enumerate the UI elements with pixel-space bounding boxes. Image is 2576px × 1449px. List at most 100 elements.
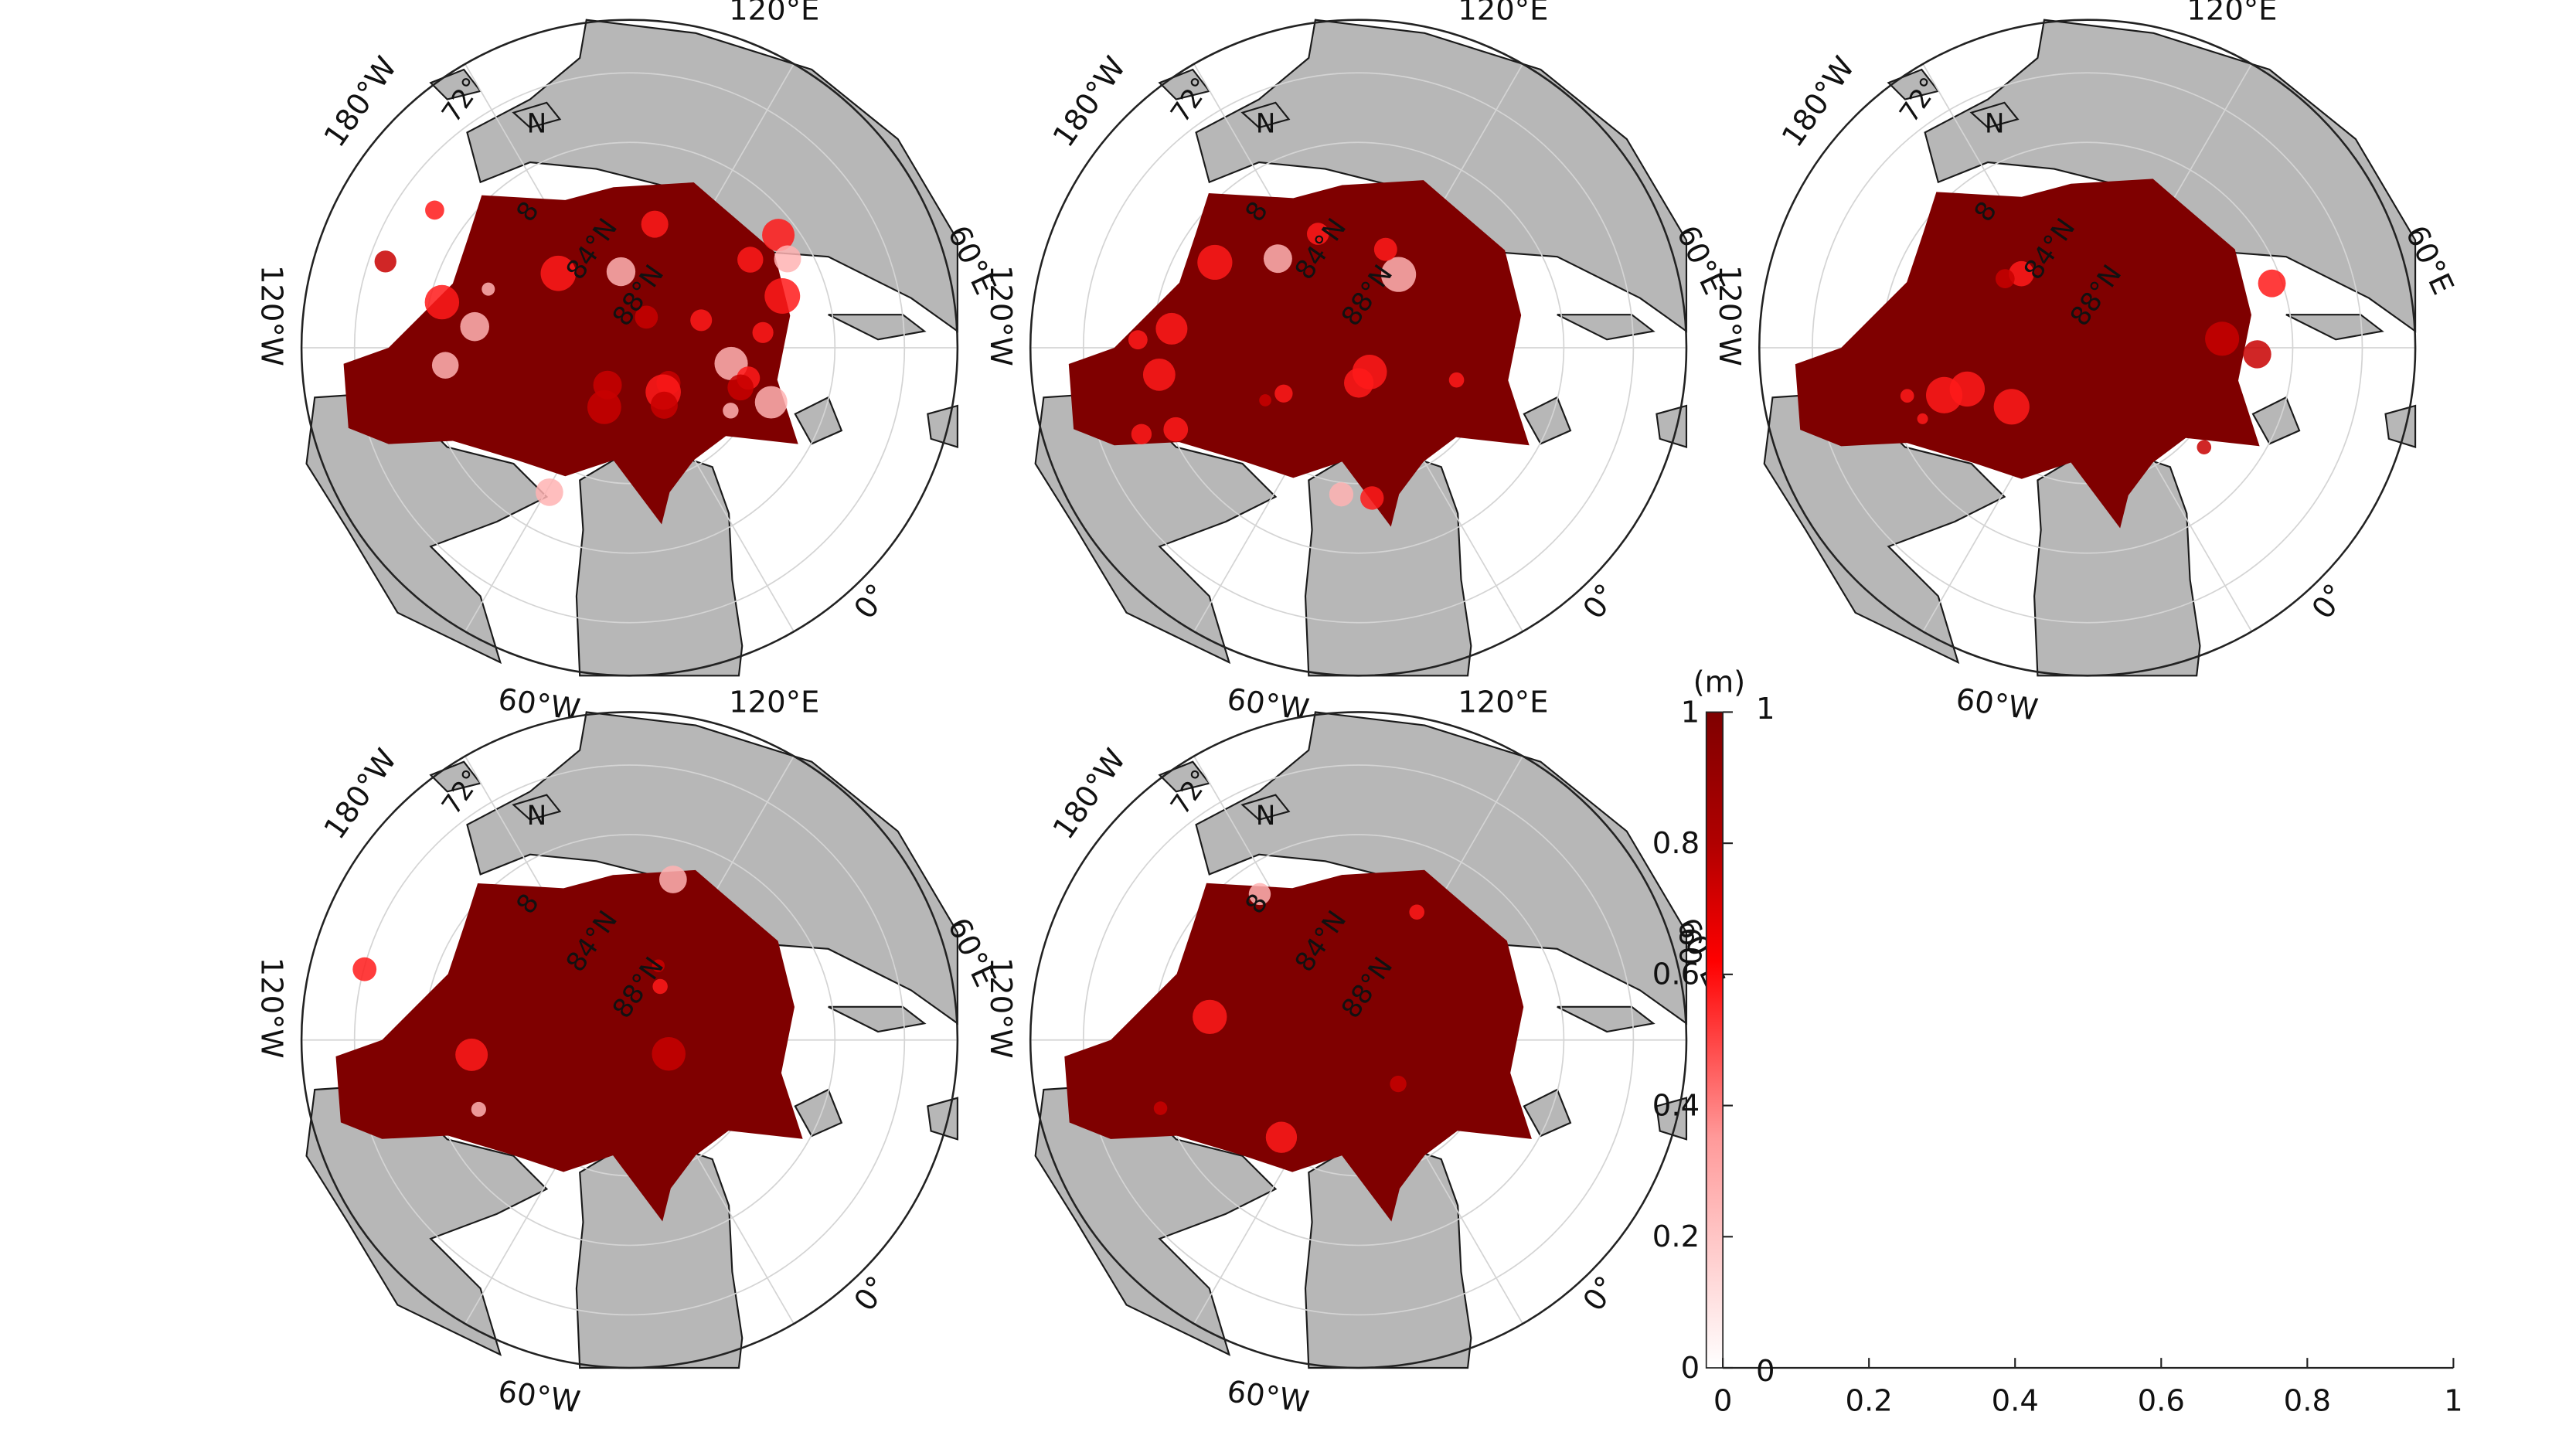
ice-speckle xyxy=(431,352,459,379)
ice-speckle xyxy=(658,866,687,893)
ice-speckle xyxy=(635,305,658,329)
map-label: 120°W xyxy=(254,957,289,1059)
map-frame xyxy=(1758,19,2417,677)
ice-speckle xyxy=(1142,358,1176,391)
xtick-label: 1 xyxy=(2444,1384,2463,1419)
ice-speckle xyxy=(754,386,788,419)
colorbar-ticks: 0 0.2 0.4 0.6 0.8 1 xyxy=(1652,695,1734,1386)
map-label: 120°E xyxy=(729,0,819,28)
ice-speckle xyxy=(482,282,495,296)
colorbar-gradient xyxy=(1705,711,1724,1369)
ice-speckle xyxy=(2197,440,2212,455)
ice-speckle xyxy=(1329,482,1354,507)
colorbar-unit: (m) xyxy=(1693,665,1746,700)
ice-speckle xyxy=(1373,237,1397,261)
map-label: 120°E xyxy=(1458,685,1548,719)
ice-speckle xyxy=(764,278,801,314)
ice-speckle xyxy=(1409,904,1424,920)
ice-speckle xyxy=(652,1036,686,1071)
map-label: N xyxy=(1256,108,1276,139)
map-label: 120°W xyxy=(1712,265,1747,366)
map-label: 60°W xyxy=(496,1374,583,1420)
ice-speckle xyxy=(774,245,801,273)
ice-speckle xyxy=(460,311,490,342)
map-frame xyxy=(1029,711,1688,1369)
ice-speckle xyxy=(1259,394,1271,406)
ice-speckle xyxy=(652,978,668,995)
ice-speckle xyxy=(1925,376,1963,413)
empty-axes-xticks: 0 0.2 0.4 0.6 0.8 1 xyxy=(1713,1358,2463,1419)
colorbar-tick-label: 0.8 xyxy=(1652,826,1700,861)
ice-speckle xyxy=(1993,389,2030,425)
ice-speckle xyxy=(2205,321,2240,356)
xtick-label: 0 xyxy=(1713,1384,1733,1419)
ice-speckle xyxy=(690,309,713,332)
ice-speckle xyxy=(1197,244,1233,281)
ice-speckle xyxy=(540,255,577,291)
map-label: 120°E xyxy=(729,685,819,719)
empty-axes: 0 0.2 0.4 0.6 0.8 1 1 0 60 xyxy=(1672,692,2462,1419)
map-label: 60°W xyxy=(1954,682,2040,727)
map-label: 60°W xyxy=(1225,1374,1312,1420)
map-label: 120°E xyxy=(1458,0,1548,28)
ice-speckle xyxy=(1193,999,1227,1035)
map-frame xyxy=(300,711,959,1369)
xtick-label: 0.8 xyxy=(2284,1384,2331,1419)
map-frame xyxy=(300,19,959,677)
ice-speckle xyxy=(1995,269,2015,288)
ice-speckle xyxy=(762,219,795,252)
ice-speckle xyxy=(2258,269,2286,298)
colorbar-tick-label: 0.4 xyxy=(1652,1088,1700,1123)
ice-speckle xyxy=(641,210,669,238)
overlap-label-1: 1 xyxy=(1756,692,1775,726)
ice-extent xyxy=(343,182,798,525)
ice-speckle xyxy=(1263,244,1292,274)
ice-speckle xyxy=(1265,1121,1298,1153)
ice-speckle xyxy=(352,957,377,981)
ice-speckle xyxy=(374,250,396,273)
map-frame xyxy=(1029,19,1688,677)
map-label: N xyxy=(527,108,547,139)
map-label: N xyxy=(527,801,547,832)
ice-speckle xyxy=(593,370,622,400)
map-label: N xyxy=(1985,108,2005,139)
ice-speckle xyxy=(1360,486,1384,510)
ice-extent xyxy=(1064,869,1532,1222)
ice-speckle xyxy=(1344,368,1374,398)
ice-speckle xyxy=(1128,330,1148,350)
ice-speckle xyxy=(1163,417,1189,442)
map-label: 120°W xyxy=(254,265,289,366)
ice-speckle xyxy=(1153,1101,1168,1115)
ice-speckle xyxy=(536,478,563,506)
colorbar: (m) 0 0.2 0.4 0.6 0.8 1 xyxy=(1652,665,1745,1386)
ice-extent xyxy=(335,869,803,1222)
ice-speckle xyxy=(723,403,739,419)
ice-speckle xyxy=(1274,384,1293,403)
ice-speckle xyxy=(425,200,444,220)
colorbar-tick-label: 0.6 xyxy=(1652,957,1700,992)
ice-speckle xyxy=(737,247,764,273)
colorbar-tick-label: 0.2 xyxy=(1652,1219,1700,1254)
ice-speckle xyxy=(650,391,678,419)
ice-extent xyxy=(1795,179,2260,529)
ice-speckle xyxy=(1155,312,1188,345)
ice-speckle xyxy=(424,284,460,320)
ice-speckle xyxy=(1131,423,1152,444)
xtick-label: 0.2 xyxy=(1846,1384,1893,1419)
ice-speckle xyxy=(2243,340,2271,369)
ice-speckle xyxy=(587,389,621,424)
colorbar-tick-label: 0 xyxy=(1681,1351,1700,1386)
ice-speckle xyxy=(1390,1075,1407,1093)
ice-speckle xyxy=(1307,223,1329,245)
ice-speckle xyxy=(1900,389,1914,403)
xtick-label: 0.6 xyxy=(2138,1384,2185,1419)
ice-speckle xyxy=(752,321,774,343)
ice-speckle xyxy=(1448,372,1465,388)
